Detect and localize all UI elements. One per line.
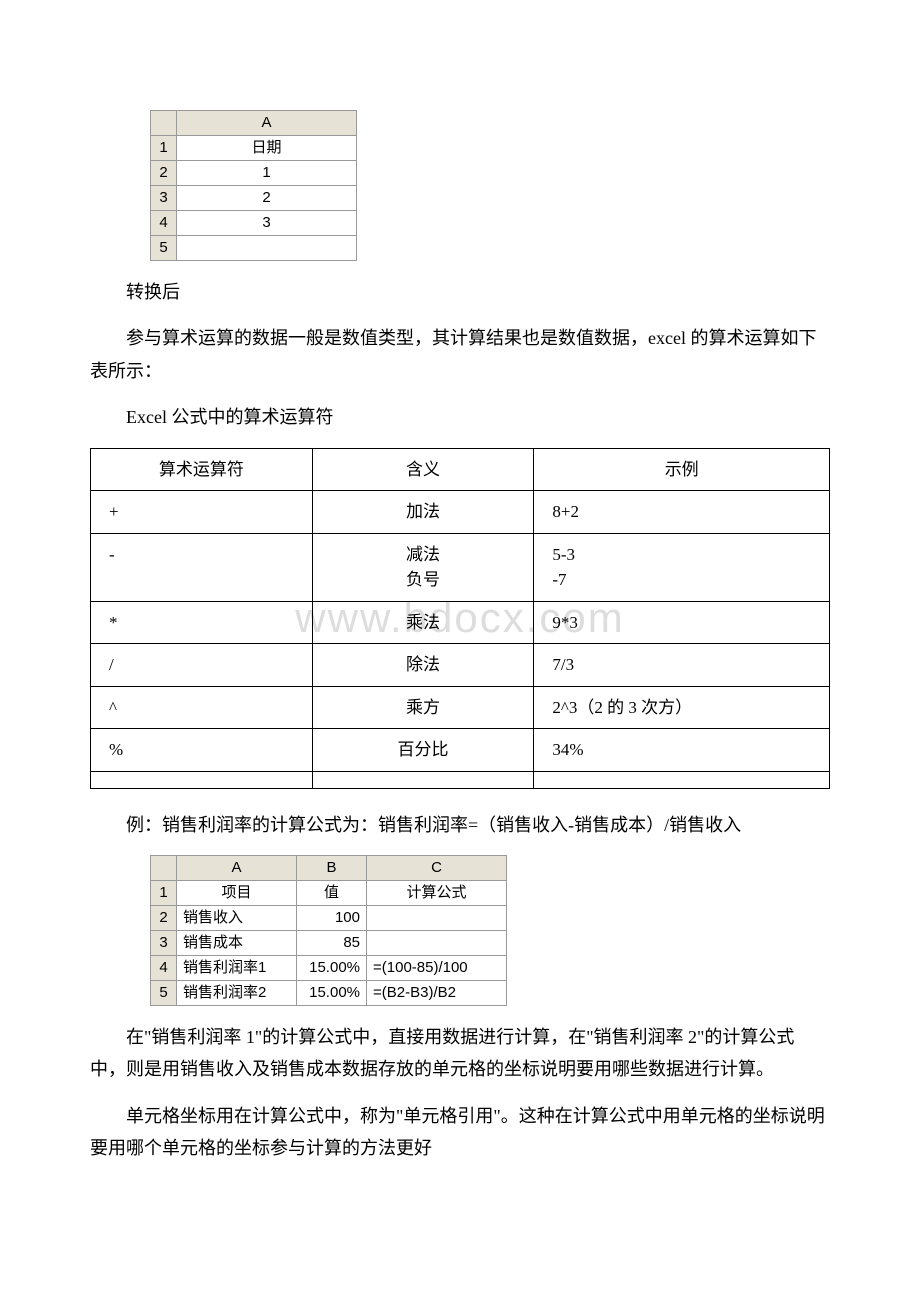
op-cell-empty xyxy=(91,771,313,788)
cell: 销售收入 xyxy=(177,905,297,930)
op-cell: * xyxy=(91,601,313,644)
cell xyxy=(177,236,357,261)
cell: 销售成本 xyxy=(177,930,297,955)
intro-paragraph: 参与算术运算的数据一般是数值类型，其计算结果也是数值数据，excel 的算术运算… xyxy=(90,322,830,387)
cell: 项目 xyxy=(177,880,297,905)
op-cell: 乘法 xyxy=(312,601,534,644)
cell: 2 xyxy=(177,186,357,211)
op-cell: 加法 xyxy=(312,491,534,534)
cell: 100 xyxy=(297,905,367,930)
cell: 15.00% xyxy=(297,980,367,1005)
cell xyxy=(367,930,507,955)
col-header: A xyxy=(177,855,297,880)
op-cell: ^ xyxy=(91,686,313,729)
op-cell: 2^3（2 的 3 次方） xyxy=(534,686,830,729)
operator-table-wrap: www.bdocx.com 算术运算符 含义 示例 + 加法 8+2 - 减法 … xyxy=(90,448,830,789)
excel-table-dates: A 1 日期 2 1 3 2 4 3 5 xyxy=(150,110,357,261)
op-cell: 5-3 -7 xyxy=(534,533,830,601)
op-cell: 百分比 xyxy=(312,729,534,772)
op-cell-empty xyxy=(312,771,534,788)
cell: 值 xyxy=(297,880,367,905)
row-num: 2 xyxy=(151,161,177,186)
example-intro: 例：销售利润率的计算公式为：销售利润率=（销售收入-销售成本）/销售收入 xyxy=(90,809,830,841)
row-num: 4 xyxy=(151,955,177,980)
row-num: 5 xyxy=(151,980,177,1005)
row-num: 2 xyxy=(151,905,177,930)
op-cell: 34% xyxy=(534,729,830,772)
cell: 3 xyxy=(177,211,357,236)
cell: 1 xyxy=(177,161,357,186)
corner-cell xyxy=(151,855,177,880)
op-cell: / xyxy=(91,644,313,687)
cell: 销售利润率1 xyxy=(177,955,297,980)
cell: =(B2-B3)/B2 xyxy=(367,980,507,1005)
op-cell: 除法 xyxy=(312,644,534,687)
op-cell: 乘方 xyxy=(312,686,534,729)
cell: 85 xyxy=(297,930,367,955)
cell: =(100-85)/100 xyxy=(367,955,507,980)
op-cell: - xyxy=(91,533,313,601)
excel-table-profit: A B C 1 项目 值 计算公式 2 销售收入 100 3 销售成本 85 4… xyxy=(150,855,507,1006)
row-num: 3 xyxy=(151,186,177,211)
row-num: 4 xyxy=(151,211,177,236)
cell: 15.00% xyxy=(297,955,367,980)
cell: 销售利润率2 xyxy=(177,980,297,1005)
op-cell-empty xyxy=(534,771,830,788)
row-num: 1 xyxy=(151,136,177,161)
after-convert-text: 转换后 xyxy=(90,276,830,308)
op-cell: 7/3 xyxy=(534,644,830,687)
op-cell: 减法 负号 xyxy=(312,533,534,601)
op-cell: 8+2 xyxy=(534,491,830,534)
op-cell: + xyxy=(91,491,313,534)
op-cell: % xyxy=(91,729,313,772)
col-header: B xyxy=(297,855,367,880)
cell: 计算公式 xyxy=(367,880,507,905)
row-num: 5 xyxy=(151,236,177,261)
operator-table: 算术运算符 含义 示例 + 加法 8+2 - 减法 负号 5-3 -7 * 乘法… xyxy=(90,448,830,789)
explain-paragraph-1: 在"销售利润率 1"的计算公式中，直接用数据进行计算，在"销售利润率 2"的计算… xyxy=(90,1021,830,1086)
cell xyxy=(367,905,507,930)
row-num: 3 xyxy=(151,930,177,955)
col-header: C xyxy=(367,855,507,880)
op-header-2: 含义 xyxy=(312,448,534,491)
col-header-a: A xyxy=(177,111,357,136)
explain-paragraph-2: 单元格坐标用在计算公式中，称为"单元格引用"。这种在计算公式中用单元格的坐标说明… xyxy=(90,1100,830,1165)
op-header-3: 示例 xyxy=(534,448,830,491)
corner-cell xyxy=(151,111,177,136)
op-header-1: 算术运算符 xyxy=(91,448,313,491)
table-title: Excel 公式中的算术运算符 xyxy=(90,401,830,433)
cell: 日期 xyxy=(177,136,357,161)
row-num: 1 xyxy=(151,880,177,905)
op-cell: 9*3 xyxy=(534,601,830,644)
